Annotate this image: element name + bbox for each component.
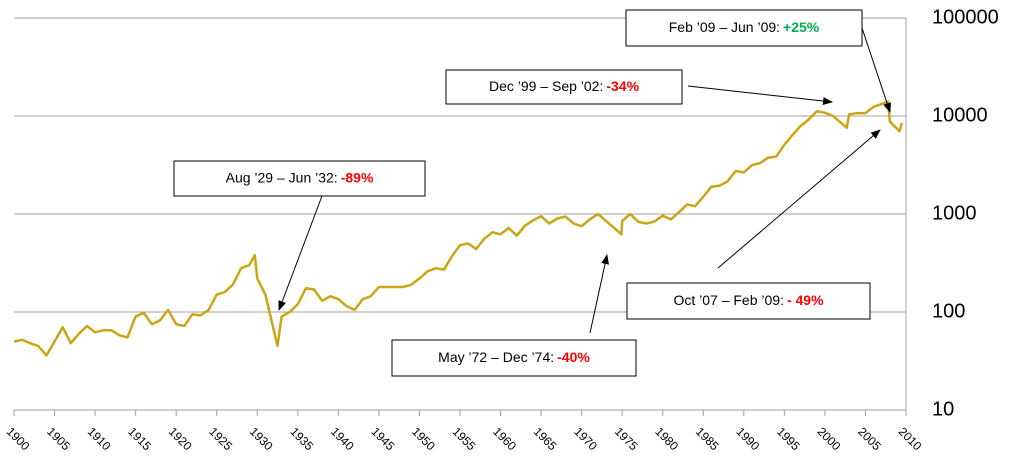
y-tick-label: 100000 [932,6,999,28]
x-tick-label: 1920 [166,424,195,453]
y-tick-label: 10000 [932,104,988,126]
annotation-period: Dec ’99 – Sep ’02: [489,78,603,94]
x-tick-label: 2010 [896,424,925,453]
annotation-arrow [717,129,881,269]
x-tick-label: 1995 [774,424,803,453]
annotation-period: Feb ’09 – Jun ’09: [669,19,780,35]
x-tick-label: 2000 [815,424,844,453]
y-tick-label: 100 [932,300,965,322]
annotation-arrow [589,254,609,334]
x-tick-label: 1955 [450,424,479,453]
annotation-box [626,282,871,320]
x-tick-label: 1930 [247,424,276,453]
annotation: May ’72 – Dec ’74: -40% [438,349,590,365]
x-tick-label: 1975 [612,424,641,453]
x-tick-label: 2005 [855,424,884,453]
annotation-change: - 49% [787,292,824,308]
x-tick-label: 1940 [328,424,357,453]
data-line [13,100,904,357]
annotation-box [625,9,863,47]
x-tick-label: 1965 [531,424,560,453]
annotation-arrow [687,85,833,105]
x-tick-label: 1900 [4,424,33,453]
annotation-box [173,160,426,197]
annotation: Oct ’07 – Feb ’09: - 49% [673,292,824,308]
annotation-change: -89% [341,169,374,185]
annotation: Feb ’09 – Jun ’09: +25% [669,19,820,35]
annotation-period: May ’72 – Dec ’74: [438,349,554,365]
annotation-arrow [278,195,323,311]
annotation-change: -34% [606,78,639,94]
annotation-period: Aug ’29 – Jun ’32: [226,169,338,185]
annotation-box [391,339,637,377]
x-tick-label: 1915 [125,424,154,453]
annotation-arrow [861,27,891,113]
x-tick-label: 1985 [693,424,722,453]
annotation: Aug ’29 – Jun ’32: -89% [226,169,374,185]
annotation-change: -40% [557,349,590,365]
x-tick-label: 1945 [369,424,398,453]
annotation-period: Oct ’07 – Feb ’09: [673,292,784,308]
x-tick-label: 1935 [287,424,316,453]
x-tick-label: 1960 [490,424,519,453]
x-tick-label: 1970 [571,424,600,453]
y-tick-label: 10 [932,398,954,420]
x-tick-label: 1980 [652,424,681,453]
x-tick-label: 1950 [409,424,438,453]
y-tick-label: 1000 [932,202,977,224]
annotation: Dec ’99 – Sep ’02: -34% [489,78,640,94]
annotation-box [445,69,683,105]
x-tick-label: 1910 [85,424,114,453]
x-tick-label: 1925 [206,424,235,453]
annotation-change: +25% [783,19,820,35]
x-tick-label: 1905 [44,424,73,453]
x-tick-label: 1990 [733,424,762,453]
